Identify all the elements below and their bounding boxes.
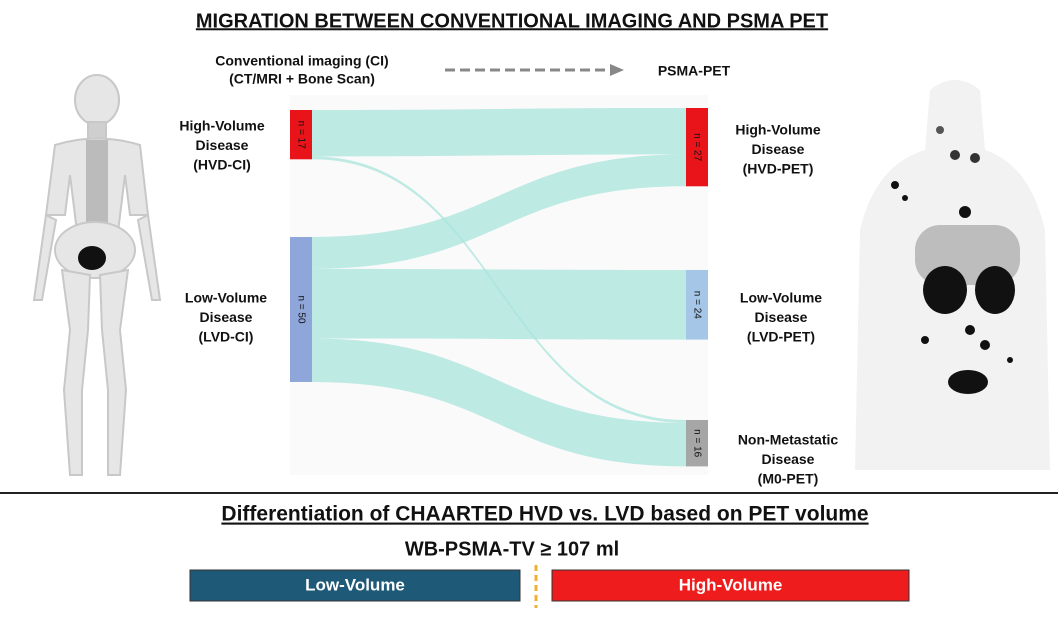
volume-bars: Low-Volume High-Volume — [189, 569, 910, 602]
node-label: (M0-PET) — [758, 471, 819, 487]
node — [686, 270, 708, 340]
node-label: High-Volume — [735, 122, 821, 138]
volume-bar — [189, 569, 521, 602]
node-label: Disease — [196, 137, 249, 153]
node-label: Low-Volume — [185, 290, 267, 306]
source-header: Conventional imaging (CI) — [215, 53, 388, 69]
footer-title: Differentiation of CHAARTED HVD vs. LVD … — [221, 503, 868, 526]
node-label: (HVD-CI) — [193, 157, 251, 173]
node-label: (LVD-CI) — [199, 329, 254, 345]
volume-bar — [551, 569, 910, 602]
node-label: High-Volume — [179, 118, 265, 134]
links — [312, 108, 686, 467]
flow — [312, 338, 686, 467]
node — [686, 420, 708, 467]
node-label: (LVD-PET) — [747, 329, 815, 345]
node-count: n = 17 — [295, 121, 306, 150]
node-count: n = 16 — [691, 429, 702, 458]
node-label: Low-Volume — [740, 290, 822, 306]
node-count: n = 50 — [295, 295, 306, 324]
bone-scan-image — [32, 74, 162, 476]
volume-label: High-Volume — [679, 575, 783, 594]
node — [290, 237, 312, 382]
source-header: (CT/MRI + Bone Scan) — [229, 71, 375, 87]
flow — [312, 268, 686, 340]
node — [686, 108, 708, 187]
threshold: WB-PSMA-TV ≥ 107 ml — [405, 538, 619, 560]
node-label: Disease — [200, 309, 253, 325]
pet-image — [855, 80, 1050, 470]
arrow-head — [610, 64, 624, 76]
node-label: (HVD-PET) — [743, 161, 814, 177]
flow — [312, 108, 686, 157]
node-label: Disease — [755, 309, 808, 325]
node-label: Disease — [762, 451, 815, 467]
node-label: Disease — [752, 141, 805, 157]
node-count: n = 27 — [691, 133, 702, 162]
node — [290, 110, 312, 160]
node-label: Non-Metastatic — [738, 432, 839, 448]
nodes: n = 17 High-Volume Disease (HVD-CI) n = 50 Lo… — [179, 108, 838, 487]
volume-label: Low-Volume — [305, 575, 405, 594]
flow — [312, 154, 686, 269]
target-header: PSMA-PET — [658, 63, 731, 79]
node-count: n = 24 — [691, 291, 702, 320]
title: MIGRATION BETWEEN CONVENTIONAL IMAGING A… — [196, 10, 828, 32]
